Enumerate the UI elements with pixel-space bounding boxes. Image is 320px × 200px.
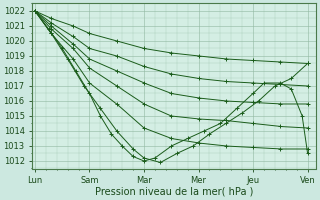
X-axis label: Pression niveau de la mer( hPa ): Pression niveau de la mer( hPa ) [95, 187, 253, 197]
